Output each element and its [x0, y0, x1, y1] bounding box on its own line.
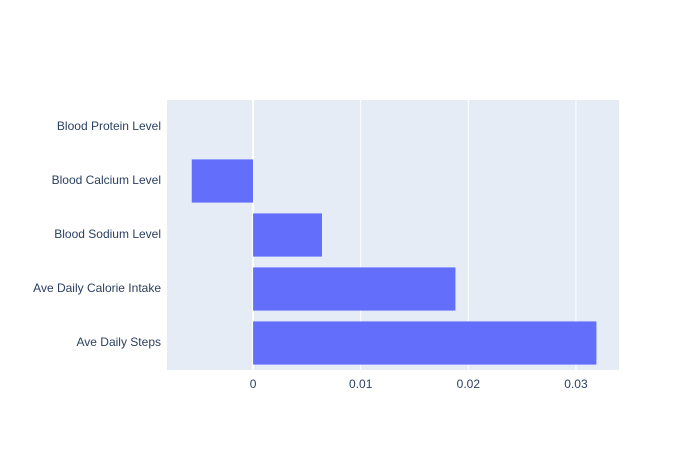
bar: [253, 213, 322, 257]
y-axis-tick-labels: Blood Protein Level Blood Calcium Level Bl…: [33, 119, 161, 349]
y-tick-label: Ave Daily Steps: [77, 335, 162, 349]
x-axis-tick-labels: 0 0.01 0.02 0.03: [250, 377, 588, 391]
bar: [253, 321, 597, 365]
y-tick-label: Blood Calcium Level: [52, 173, 161, 187]
bar: [253, 267, 456, 311]
bar: [191, 159, 254, 203]
bars: [191, 159, 597, 365]
x-tick-label: 0.01: [349, 377, 373, 391]
y-tick-label: Blood Protein Level: [57, 119, 161, 133]
x-tick-label: 0.02: [457, 377, 481, 391]
y-tick-label: Ave Daily Calorie Intake: [33, 281, 161, 295]
x-tick-label: 0: [250, 377, 257, 391]
y-tick-label: Blood Sodium Level: [54, 227, 161, 241]
x-tick-label: 0.03: [564, 377, 588, 391]
